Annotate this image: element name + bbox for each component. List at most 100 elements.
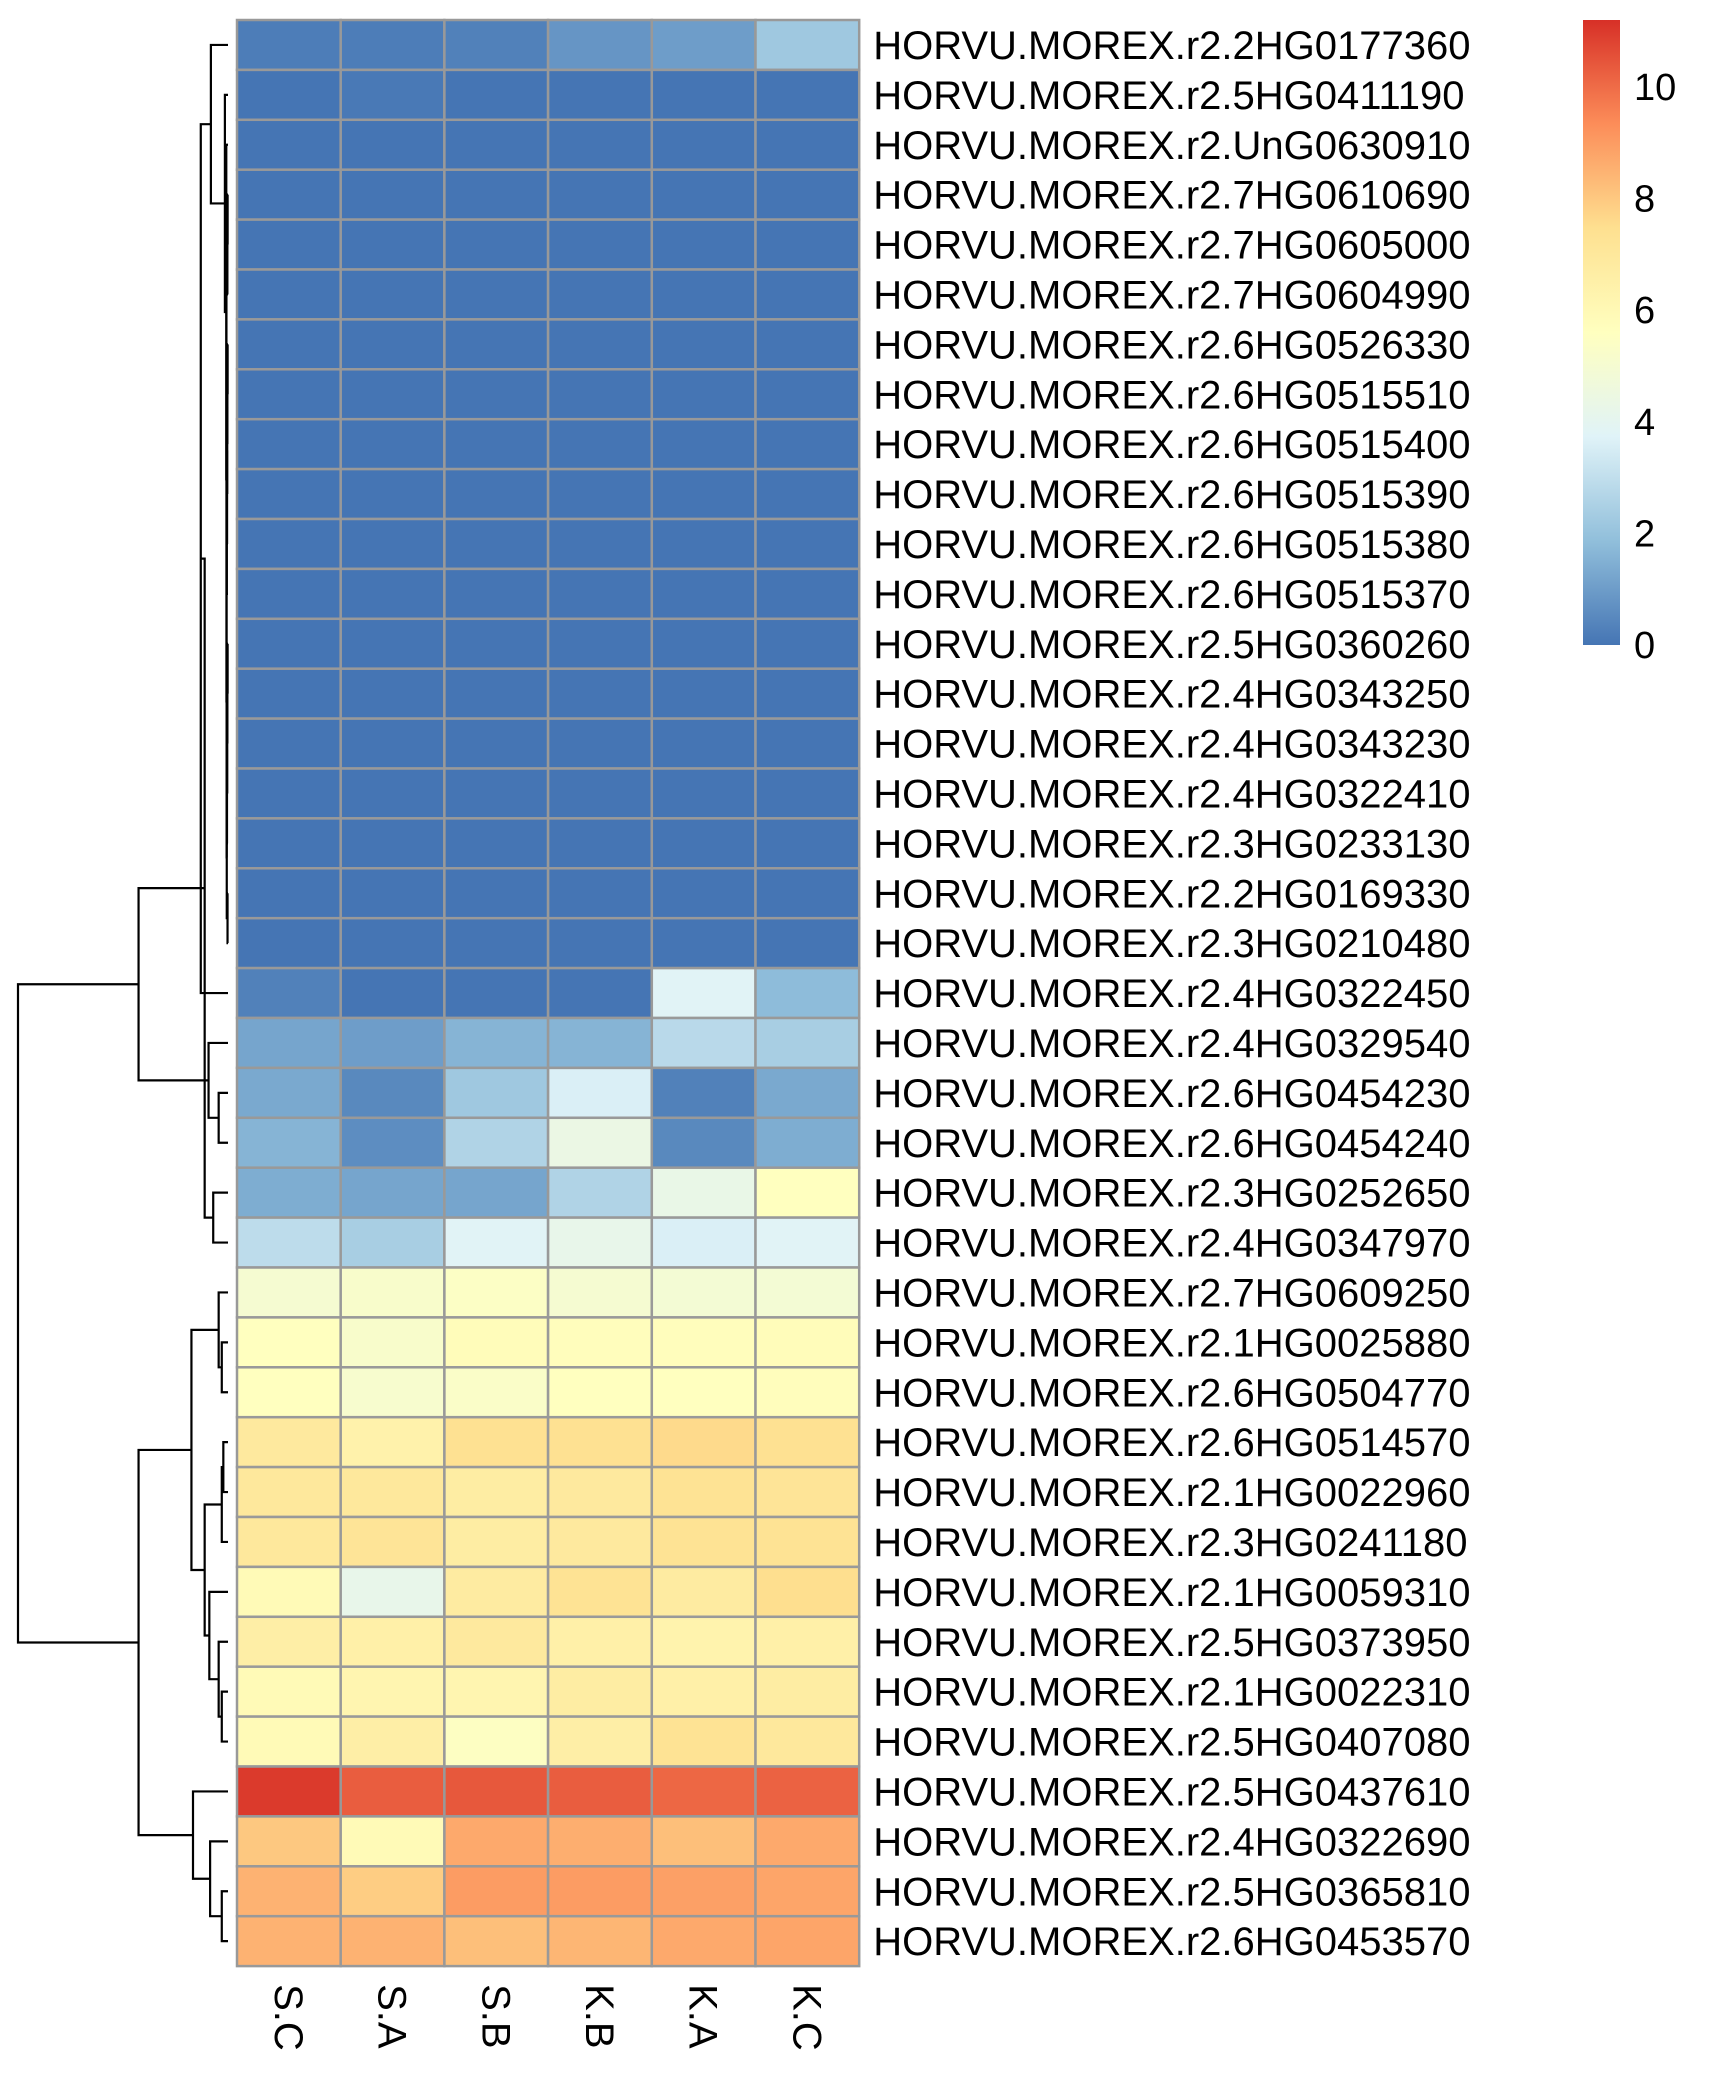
heatmap-cell (444, 70, 548, 120)
heatmap-cell (444, 1467, 548, 1517)
row-label: HORVU.MOREX.r2.4HG0343230 (873, 723, 1470, 767)
heatmap-cell (237, 1118, 341, 1168)
dendrogram-branch (18, 984, 139, 1642)
heatmap-cell (548, 1467, 652, 1517)
heatmap-cell (548, 1268, 652, 1318)
heatmap-cell (444, 1816, 548, 1866)
heatmap-cell (548, 1218, 652, 1268)
heatmap-cell (341, 769, 445, 819)
heatmap-cell (652, 270, 756, 320)
heatmap-cell (237, 1567, 341, 1617)
heatmap-cell (548, 369, 652, 419)
row-label: HORVU.MOREX.r2.4HG0347970 (873, 1222, 1470, 1266)
heatmap-cell (341, 569, 445, 619)
heatmap-cell (444, 1068, 548, 1118)
heatmap-cell (548, 319, 652, 369)
column-label: K.B (577, 1984, 621, 2048)
heatmap-cell (341, 1467, 445, 1517)
heatmap-cell (444, 120, 548, 170)
heatmap-cell (444, 270, 548, 320)
heatmap-cell (756, 1667, 860, 1717)
dendrogram-branch (222, 1342, 228, 1392)
row-label: HORVU.MOREX.r2.7HG0604990 (873, 273, 1470, 317)
heatmap-cell (652, 669, 756, 719)
heatmap-cell (652, 968, 756, 1018)
heatmap-cell (548, 1816, 652, 1866)
heatmap-cell (652, 769, 756, 819)
heatmap-cell (444, 1218, 548, 1268)
heatmap-cell (444, 619, 548, 669)
row-label: HORVU.MOREX.r2.7HG0610690 (873, 174, 1470, 218)
heatmap-cell (237, 719, 341, 769)
legend-tick-label: 10 (1634, 67, 1676, 109)
heatmap-cell (548, 719, 652, 769)
heatmap-cell (341, 719, 445, 769)
dendrogram-branch (219, 1292, 228, 1367)
heatmap-cell (341, 1268, 445, 1318)
row-label: HORVU.MOREX.r2.3HG0210480 (873, 922, 1470, 966)
heatmap-cell (237, 968, 341, 1018)
heatmap-cell (652, 1367, 756, 1417)
heatmap-cell (548, 1717, 652, 1767)
heatmap-cell (756, 120, 860, 170)
heatmap-cell (444, 1018, 548, 1068)
heatmap-cell (237, 1367, 341, 1417)
heatmap-cell (756, 70, 860, 120)
heatmap-cell (652, 1767, 756, 1817)
heatmap-cell (756, 1866, 860, 1916)
heatmap-cell (444, 1866, 548, 1916)
heatmap-cell (237, 1218, 341, 1268)
heatmap-cell (652, 20, 756, 70)
heatmap-cell (237, 1467, 341, 1517)
row-label: HORVU.MOREX.r2.2HG0169330 (873, 872, 1470, 916)
legend-color-bar (1583, 20, 1620, 645)
heatmap-cell (756, 868, 860, 918)
heatmap-cell (548, 1617, 652, 1667)
heatmap-cell (444, 1118, 548, 1168)
heatmap-cell (237, 20, 341, 70)
dendrogram-branch (213, 1193, 228, 1243)
heatmap-cell (237, 519, 341, 569)
heatmap-cell (548, 818, 652, 868)
heatmap-cell (341, 868, 445, 918)
heatmap-cell (341, 669, 445, 719)
heatmap-cell (756, 170, 860, 220)
dendrogram-branch (205, 1505, 222, 1636)
heatmap-cell (341, 1068, 445, 1118)
legend-tick-label: 4 (1634, 402, 1655, 444)
heatmap-cell (548, 419, 652, 469)
row-label: HORVU.MOREX.r2.6HG0514570 (873, 1421, 1470, 1465)
heatmap-cell (756, 1367, 860, 1417)
heatmap-cell (756, 918, 860, 968)
row-label: HORVU.MOREX.r2.1HG0022960 (873, 1471, 1470, 1515)
heatmap-cell (652, 469, 756, 519)
row-label: HORVU.MOREX.r2.7HG0605000 (873, 224, 1470, 268)
heatmap-cell (652, 1417, 756, 1467)
heatmap-cell (652, 619, 756, 669)
dendrogram-branch (222, 1692, 228, 1742)
row-label: HORVU.MOREX.r2.4HG0329540 (873, 1022, 1470, 1066)
heatmap-cell (444, 1667, 548, 1717)
row-label: HORVU.MOREX.r2.1HG0025880 (873, 1321, 1470, 1365)
heatmap-cell (444, 170, 548, 220)
dendrogram-branch (219, 1093, 228, 1143)
heatmap-cell (341, 1517, 445, 1567)
heatmap-cell (652, 1168, 756, 1218)
heatmap-cell (237, 70, 341, 120)
heatmap-cell (237, 319, 341, 369)
heatmap-cell (237, 1517, 341, 1567)
heatmap-cell (444, 1317, 548, 1367)
heatmap-cell (341, 70, 445, 120)
heatmap-cell (756, 669, 860, 719)
heatmap-cell (652, 569, 756, 619)
heatmap-cell (756, 1717, 860, 1767)
row-label: HORVU.MOREX.r2.5HG0411190 (873, 74, 1464, 118)
heatmap-cell (237, 1068, 341, 1118)
heatmap-cell (237, 1617, 341, 1667)
heatmap-cell (444, 20, 548, 70)
dendrogram-branch (223, 1442, 228, 1492)
heatmap-cell (444, 469, 548, 519)
row-label: HORVU.MOREX.r2.3HG0241180 (873, 1521, 1467, 1565)
